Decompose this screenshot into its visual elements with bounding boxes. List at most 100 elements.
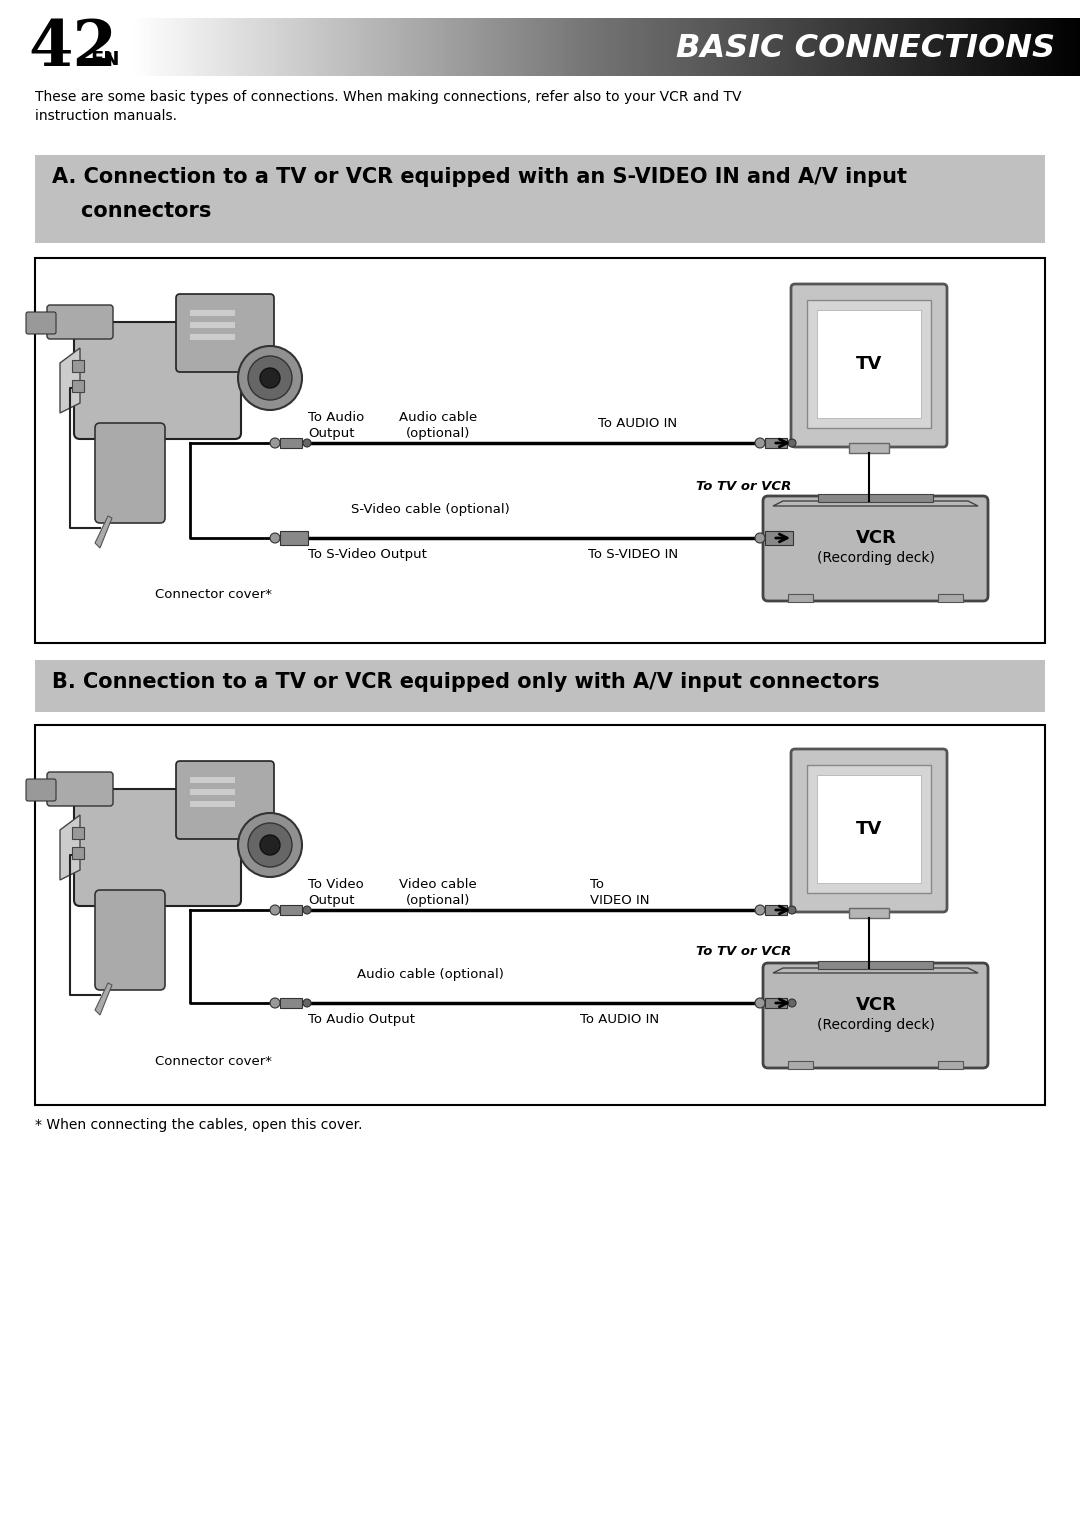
Bar	[392, 18, 397, 77]
Bar	[623, 18, 627, 77]
Bar	[219, 18, 225, 77]
Circle shape	[248, 823, 292, 868]
Bar	[824, 18, 829, 77]
Polygon shape	[95, 517, 112, 547]
Bar	[846, 18, 851, 77]
Bar	[313, 18, 318, 77]
Bar	[807, 765, 931, 894]
Bar	[818, 961, 933, 969]
Bar	[518, 18, 523, 77]
Bar	[403, 18, 408, 77]
Bar	[0, 18, 4, 77]
Bar	[72, 826, 84, 839]
Bar	[35, 155, 1045, 244]
Bar	[839, 18, 843, 77]
Bar	[713, 18, 717, 77]
Bar	[429, 18, 433, 77]
Bar	[774, 18, 779, 77]
Text: To Video
Output: To Video Output	[308, 878, 364, 908]
Bar	[864, 18, 868, 77]
Bar	[1004, 18, 1009, 77]
Circle shape	[788, 1000, 796, 1007]
Bar	[256, 18, 260, 77]
Bar	[734, 18, 739, 77]
Bar	[190, 789, 235, 796]
Bar	[958, 18, 962, 77]
Text: To AUDIO IN: To AUDIO IN	[580, 1013, 659, 1026]
Bar	[187, 18, 192, 77]
Bar	[421, 18, 426, 77]
Bar	[680, 18, 685, 77]
Bar	[796, 18, 800, 77]
Bar	[943, 18, 948, 77]
Bar	[900, 18, 905, 77]
Bar	[640, 18, 646, 77]
Bar	[666, 18, 671, 77]
Bar	[464, 18, 469, 77]
Text: EN: EN	[90, 51, 120, 69]
Bar	[626, 18, 631, 77]
Bar	[853, 18, 858, 77]
Bar	[850, 18, 854, 77]
FancyBboxPatch shape	[95, 891, 165, 990]
Circle shape	[755, 904, 765, 915]
Bar	[637, 18, 642, 77]
Bar	[342, 18, 347, 77]
Bar	[828, 18, 833, 77]
Bar	[292, 18, 296, 77]
Bar	[915, 18, 919, 77]
Bar	[961, 18, 966, 77]
Circle shape	[788, 438, 796, 448]
Bar	[529, 18, 534, 77]
Bar	[94, 18, 98, 77]
Bar	[280, 438, 302, 448]
Bar	[576, 18, 581, 77]
Bar	[792, 18, 797, 77]
Bar	[802, 18, 808, 77]
Bar	[818, 18, 822, 77]
Bar	[461, 18, 465, 77]
Bar	[435, 18, 441, 77]
Bar	[370, 18, 376, 77]
Bar	[1026, 18, 1030, 77]
Bar	[522, 18, 527, 77]
Bar	[349, 18, 354, 77]
Circle shape	[260, 835, 280, 855]
Text: TV: TV	[855, 820, 882, 839]
FancyBboxPatch shape	[26, 313, 56, 334]
Bar	[964, 18, 970, 77]
Bar	[765, 530, 793, 546]
Text: A. Connection to a TV or VCR equipped with an S-VIDEO IN and A/V input: A. Connection to a TV or VCR equipped wi…	[52, 167, 907, 187]
Bar	[788, 18, 793, 77]
FancyBboxPatch shape	[75, 322, 241, 438]
Bar	[497, 18, 501, 77]
Bar	[450, 18, 455, 77]
Bar	[410, 18, 415, 77]
FancyBboxPatch shape	[95, 423, 165, 523]
Bar	[198, 18, 203, 77]
Bar	[997, 18, 1002, 77]
Bar	[8, 18, 12, 77]
Bar	[35, 725, 1045, 1105]
Bar	[918, 18, 922, 77]
Bar	[483, 18, 487, 77]
Bar	[896, 18, 901, 77]
Bar	[710, 18, 714, 77]
Bar	[144, 18, 149, 77]
Bar	[1062, 18, 1067, 77]
Text: Video cable
(optional): Video cable (optional)	[400, 878, 477, 908]
Bar	[619, 18, 624, 77]
Bar	[907, 18, 912, 77]
Bar	[111, 18, 117, 77]
Bar	[645, 18, 649, 77]
Bar	[494, 18, 498, 77]
Bar	[190, 322, 235, 328]
Bar	[731, 18, 735, 77]
Bar	[764, 18, 768, 77]
Bar	[62, 18, 66, 77]
Bar	[785, 18, 789, 77]
Bar	[1058, 18, 1063, 77]
Bar	[316, 18, 322, 77]
Bar	[616, 18, 620, 77]
Bar	[597, 18, 603, 77]
